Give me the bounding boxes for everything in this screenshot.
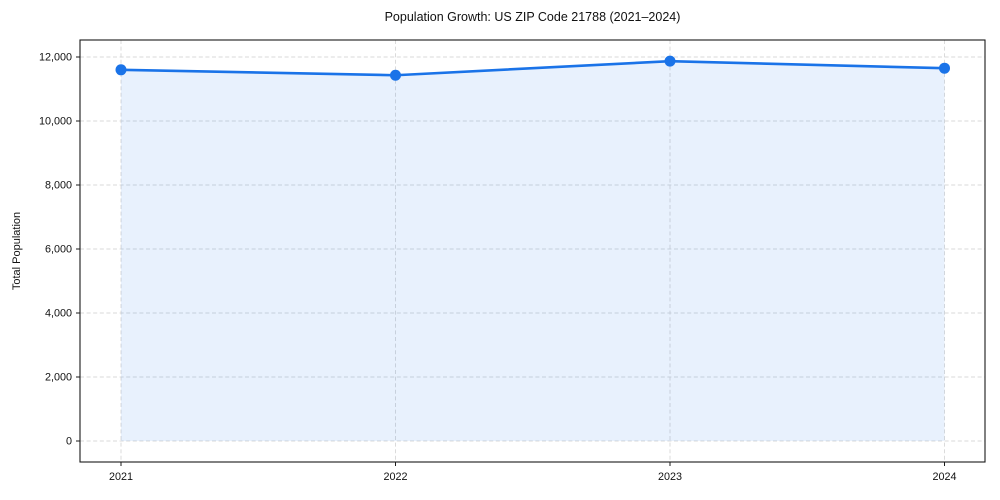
y-tick-label: 12,000: [39, 52, 72, 64]
y-tick-label: 8,000: [45, 180, 72, 192]
axes-border: [79, 39, 986, 463]
y-tick-label: 6,000: [45, 244, 72, 256]
x-tick-label: 2023: [658, 471, 682, 483]
y-tick-label: 2,000: [45, 372, 72, 384]
x-tick-label: 2022: [383, 471, 407, 483]
data-line: [119, 59, 946, 77]
y-tick-label: 4,000: [45, 308, 72, 320]
data-point-marker: [115, 64, 127, 76]
data-point-marker: [664, 55, 676, 67]
chart-title: Population Growth: US ZIP Code 21788 (20…: [384, 10, 681, 24]
data-point-marker: [939, 62, 950, 74]
area-fill: [121, 61, 945, 441]
data-point-marker: [390, 69, 401, 81]
x-tick-label: 2024: [932, 471, 956, 483]
x-tick-label: 2021: [109, 471, 133, 483]
y-tick-label: 10,000: [39, 116, 72, 128]
y-tick-label: 0: [66, 436, 72, 448]
